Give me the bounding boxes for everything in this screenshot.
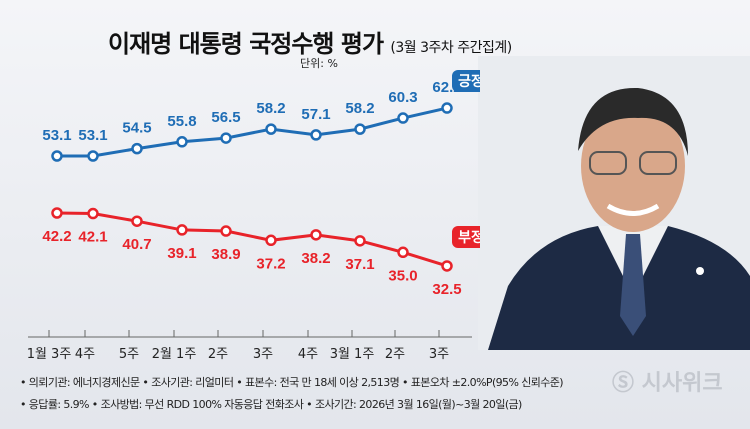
chart-title: 이재명 대통령 국정수행 평가 (3월 3주차 주간집계) bbox=[108, 24, 512, 59]
data-label: 58.2 bbox=[256, 100, 285, 117]
x-tick-label: 2주 bbox=[385, 347, 405, 362]
title-text: 이재명 대통령 국정수행 평가 bbox=[108, 30, 384, 58]
data-label: 58.2 bbox=[345, 100, 374, 117]
data-point bbox=[131, 215, 143, 227]
data-point bbox=[220, 225, 232, 237]
footer-line-2: • 응답률: 5.9% • 조사방법: 무선 RDD 100% 자동응답 전화조… bbox=[20, 398, 522, 411]
legend-label: 긍정 bbox=[458, 73, 480, 90]
data-label: 42.2 bbox=[42, 228, 71, 245]
line-chart: 53.1 53.1 54.5 55.8 56.558.2 57.1 58.260.362.2… bbox=[27, 70, 480, 362]
data-label: 53.1 bbox=[78, 127, 107, 144]
data-point bbox=[176, 136, 188, 148]
logo: Ⓢ 시사위크 bbox=[612, 371, 723, 396]
data-point bbox=[397, 112, 409, 124]
data-point bbox=[87, 207, 99, 220]
data-label: 35.0 bbox=[388, 267, 417, 284]
legend-label: 부정 bbox=[458, 229, 480, 246]
data-point bbox=[310, 229, 322, 241]
data-point bbox=[51, 207, 63, 219]
data-point bbox=[131, 142, 143, 155]
data-point bbox=[354, 123, 366, 135]
data-point bbox=[51, 150, 63, 162]
unit-label: 단위: % bbox=[300, 57, 338, 70]
data-label: 55.8 bbox=[167, 113, 196, 130]
data-point bbox=[176, 224, 188, 236]
data-label: 37.1 bbox=[345, 256, 374, 273]
x-tick-label: 2월 1주 bbox=[152, 347, 197, 362]
legend-badge-1 bbox=[452, 225, 480, 248]
series-line-0 bbox=[57, 106, 448, 158]
data-label: 53.1 bbox=[42, 127, 71, 144]
data-label: 38.9 bbox=[211, 246, 240, 263]
footer-line-1: • 의뢰기관: 에너지경제신문 • 조사기관: 리얼미터 • 표본수: 전국 만… bbox=[20, 376, 564, 389]
data-point bbox=[441, 260, 453, 272]
president-photo bbox=[478, 56, 750, 350]
logo-text: 시사위크 bbox=[641, 371, 723, 396]
data-label: 40.7 bbox=[122, 236, 151, 253]
data-point bbox=[354, 235, 366, 247]
subtitle: (3월 3주차 주간집계) bbox=[390, 40, 512, 56]
x-tick-label: 1월 3주 bbox=[27, 347, 72, 362]
data-label: 56.5 bbox=[211, 109, 240, 126]
x-tick-label: 5주 bbox=[119, 347, 139, 362]
x-tick-label: 4주 bbox=[298, 347, 318, 362]
series-line-1 bbox=[56, 211, 448, 268]
legend-badge-0 bbox=[452, 70, 480, 93]
data-label: 57.1 bbox=[301, 106, 330, 123]
data-point bbox=[441, 102, 453, 114]
data-label: 60.3 bbox=[388, 89, 417, 106]
x-tick-label: 2주 bbox=[208, 347, 228, 362]
data-label: 39.1 bbox=[167, 245, 196, 262]
x-tick-label: 3주 bbox=[429, 347, 449, 362]
data-point bbox=[220, 132, 232, 144]
data-label: 32.5 bbox=[432, 281, 461, 298]
data-point bbox=[265, 234, 277, 247]
data-point bbox=[87, 150, 99, 162]
data-point bbox=[265, 123, 277, 135]
x-tick-label: 3주 bbox=[253, 347, 273, 362]
data-label: 54.5 bbox=[122, 120, 151, 137]
data-label: 38.2 bbox=[301, 250, 330, 267]
data-label: 37.2 bbox=[256, 255, 285, 272]
data-point bbox=[397, 246, 409, 259]
x-tick-label: 3월 1주 bbox=[330, 347, 375, 362]
data-point bbox=[310, 129, 322, 141]
x-tick-label: 4주 bbox=[75, 347, 95, 362]
data-label: 42.1 bbox=[78, 229, 107, 246]
